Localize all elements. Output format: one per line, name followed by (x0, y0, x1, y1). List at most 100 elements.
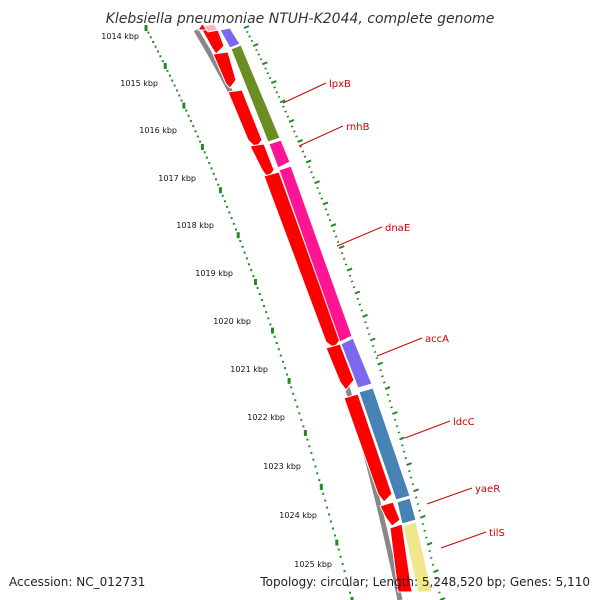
gene-label-ldcC[interactable]: ldcC (453, 417, 475, 428)
scale-minor-tick (173, 84, 176, 87)
scale-minor-tick (192, 125, 195, 128)
tick-label: 1019 kbp (195, 269, 233, 278)
gene-block-yaeR[interactable] (396, 497, 417, 525)
outer-minor-tick (336, 240, 340, 244)
gene-block-tilS[interactable] (402, 521, 433, 593)
scale-minor-tick (230, 217, 233, 220)
outer-minor-tick (307, 165, 311, 169)
outer-major-tick (243, 25, 250, 29)
outer-minor-tick (303, 155, 307, 158)
scale-minor-tick (308, 445, 311, 448)
outer-major-tick (330, 223, 337, 228)
outer-minor-tick (352, 286, 356, 289)
scale-minor-tick (316, 472, 319, 475)
cds-arrow[interactable] (379, 501, 401, 527)
scale-minor-tick (267, 317, 270, 320)
gene-label-rnhB[interactable]: rnhB (346, 122, 370, 133)
outer-minor-tick (360, 309, 364, 312)
gene-block-rnhB[interactable] (268, 139, 291, 169)
outer-minor-tick (371, 344, 375, 348)
outer-minor-tick (379, 369, 382, 372)
scale-minor-tick (273, 335, 276, 338)
genome-title: Klebsiella pneumoniae NTUH-K2044, comple… (106, 11, 495, 27)
gene-label-accA[interactable]: accA (425, 334, 449, 345)
gene-block-ldcC[interactable] (358, 387, 411, 501)
outer-minor-tick (381, 375, 384, 378)
outer-minor-tick (382, 381, 386, 384)
outer-minor-tick (324, 208, 328, 211)
outer-major-tick (384, 386, 391, 391)
outer-major-tick (314, 180, 320, 185)
outer-minor-tick (248, 35, 251, 38)
outer-minor-tick (301, 150, 305, 153)
outer-minor-tick (340, 252, 344, 255)
outer-minor-tick (282, 105, 285, 108)
scale-minor-tick (199, 140, 202, 143)
outer-minor-tick (375, 356, 379, 360)
outer-minor-tick (259, 58, 263, 61)
scale-major-tick (350, 597, 354, 600)
cds-arrow[interactable] (212, 51, 237, 89)
scale-minor-tick (294, 399, 297, 402)
gene-block-accA[interactable] (340, 337, 373, 389)
outer-minor-tick (434, 577, 438, 580)
cds-arrow[interactable] (263, 171, 341, 349)
scale-minor-tick (343, 570, 346, 573)
outer-minor-tick (295, 135, 298, 138)
scale-minor-tick (248, 263, 250, 266)
gene-block-dnaE[interactable] (278, 165, 353, 343)
gene-label-dnaE[interactable]: dnaE (385, 223, 410, 234)
outer-minor-tick (316, 186, 319, 190)
outer-minor-tick (411, 483, 415, 486)
gene-label-lpxB[interactable]: lpxB (329, 79, 351, 90)
outer-minor-tick (400, 444, 404, 447)
scale-minor-tick (196, 135, 199, 138)
cds-arrow[interactable] (227, 89, 263, 149)
scale-minor-tick (332, 527, 334, 530)
cds-arrow[interactable] (325, 343, 355, 391)
outer-minor-tick (421, 522, 425, 526)
outer-major-tick (369, 337, 376, 342)
gene-block[interactable] (203, 23, 219, 33)
scale-minor-tick (324, 499, 327, 502)
gene-label-tilS[interactable]: tilS (489, 528, 505, 539)
gene-label-yaeR[interactable]: yaeR (475, 484, 500, 495)
outer-major-tick (419, 514, 426, 519)
outer-major-tick (288, 118, 295, 123)
scale-major-tick (163, 62, 167, 69)
scale-minor-tick (349, 591, 352, 594)
scale-major-tick (254, 279, 257, 285)
gene-label-lines (282, 82, 487, 549)
scale-minor-tick (185, 109, 188, 112)
cds-arrow[interactable] (389, 523, 413, 593)
scale-minor-tick (212, 172, 215, 175)
scale-minor-tick (154, 45, 157, 48)
scale-minor-tick (345, 577, 348, 580)
cds-arrow[interactable] (343, 393, 393, 503)
outer-minor-tick (367, 332, 371, 336)
outer-minor-tick (310, 171, 313, 174)
scale-minor-tick (292, 392, 295, 395)
outer-minor-tick (344, 263, 348, 266)
gene-block[interactable] (219, 27, 241, 49)
outer-major-tick (346, 267, 353, 272)
outer-major-tick (426, 541, 433, 546)
scale-minor-tick (203, 151, 206, 154)
scale-minor-tick (281, 360, 284, 363)
scale-major-tick (236, 232, 240, 239)
outer-minor-tick (423, 529, 426, 532)
scale-minor-tick (226, 205, 229, 208)
scale-dotted-track (144, 25, 354, 600)
outer-major-tick (433, 569, 439, 574)
genome-summary-text: Topology: circular; Length: 5,248,520 bp… (259, 575, 590, 589)
scale-minor-tick (217, 183, 220, 186)
gene-block-lpxB[interactable] (230, 44, 281, 143)
outer-major-tick (406, 462, 412, 467)
scale-minor-tick (147, 31, 150, 34)
scale-minor-tick (241, 245, 244, 248)
outer-minor-tick (397, 431, 401, 434)
tick-label: 1018 kbp (176, 221, 214, 230)
scale-minor-tick (341, 562, 344, 565)
tick-label: 1020 kbp (213, 317, 251, 326)
tick-label: 1024 kbp (279, 511, 317, 520)
